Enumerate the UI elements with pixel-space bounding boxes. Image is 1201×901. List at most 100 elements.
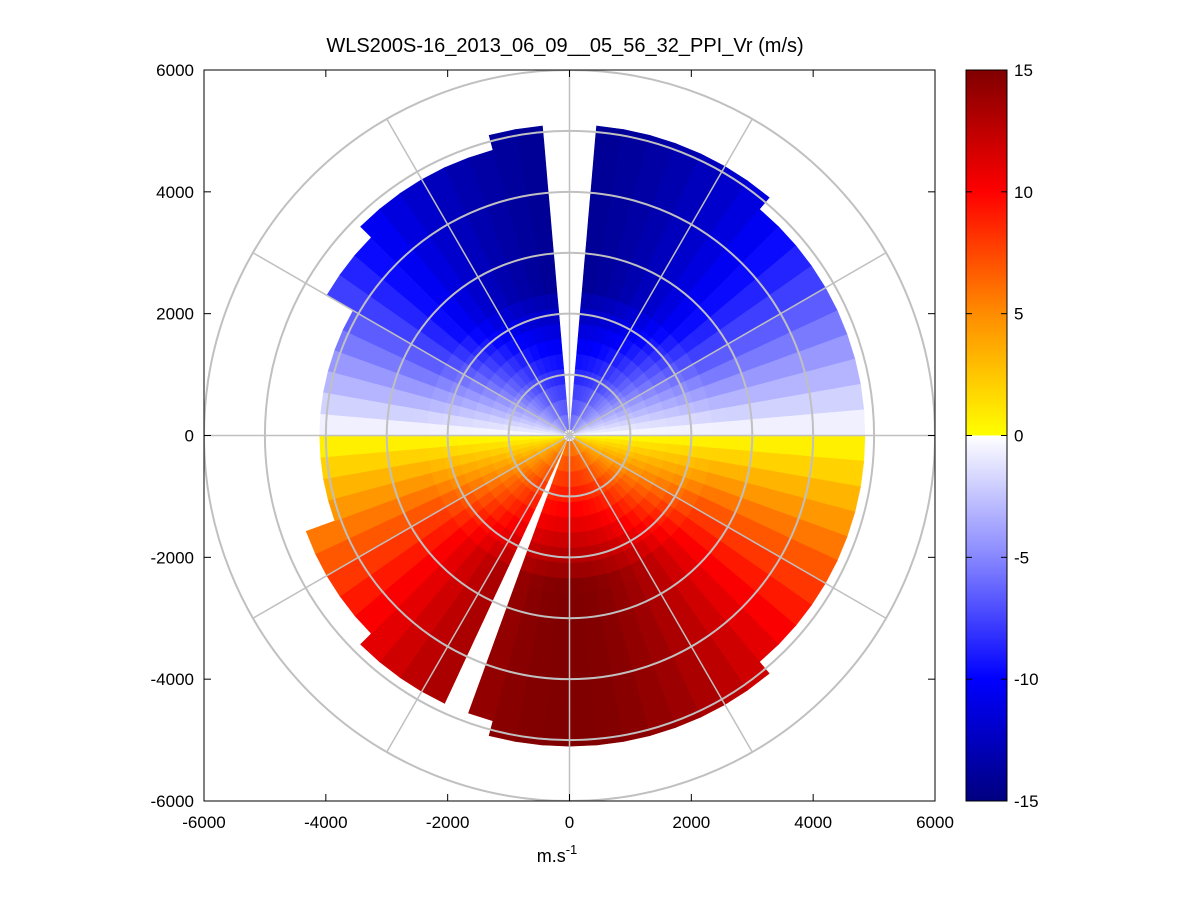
velocity-cell xyxy=(569,547,581,564)
velocity-cell xyxy=(488,720,519,742)
velocity-cell xyxy=(848,435,866,462)
velocity-cell xyxy=(539,262,557,280)
velocity-cell xyxy=(360,633,390,663)
velocity-cell xyxy=(365,417,382,436)
velocity-cell xyxy=(350,397,369,419)
velocity-cell xyxy=(559,532,570,549)
velocity-cell xyxy=(569,577,584,595)
x-tick-label: -4000 xyxy=(304,813,347,832)
y-axis: 6000 4000 2000 0 -2000 -4000 -6000 xyxy=(151,61,935,811)
velocity-cell xyxy=(772,416,790,436)
velocity-cell xyxy=(558,547,570,564)
velocity-cell xyxy=(569,623,588,640)
x-tick-label: -6000 xyxy=(182,813,225,832)
velocity-cell xyxy=(334,435,352,457)
y-tick-label: 4000 xyxy=(156,183,194,202)
velocity-cell xyxy=(365,435,382,454)
velocity-cell xyxy=(569,608,587,625)
velocity-cell xyxy=(349,416,367,436)
velocity-cell xyxy=(471,435,488,445)
velocity-cell xyxy=(833,435,851,461)
velocity-cell xyxy=(582,591,600,609)
velocity-cell xyxy=(531,216,553,235)
velocity-cell xyxy=(681,435,698,447)
azimuth-spoke xyxy=(386,118,571,436)
velocity-cell xyxy=(569,683,593,701)
velocity-cell xyxy=(569,517,579,534)
velocity-cell xyxy=(651,426,668,436)
velocity-cell xyxy=(542,729,570,747)
x-tick-label: 4000 xyxy=(794,813,832,832)
velocity-cell xyxy=(305,525,330,555)
velocity-cell xyxy=(848,409,866,436)
velocity-cell xyxy=(845,383,865,412)
velocity-cell xyxy=(696,422,714,436)
colorbar xyxy=(965,69,1008,802)
velocity-cell xyxy=(426,446,444,461)
velocity-cell xyxy=(569,486,576,503)
velocity-cell xyxy=(335,454,354,477)
polar-grid xyxy=(204,70,935,801)
velocity-cell xyxy=(785,454,804,477)
velocity-cell xyxy=(528,201,551,220)
velocity-cell xyxy=(755,451,774,472)
velocity-cell xyxy=(588,651,611,670)
velocity-cell xyxy=(380,418,397,436)
velocity-cell xyxy=(533,621,554,640)
y-tick-label: -2000 xyxy=(151,548,194,567)
velocity-cell xyxy=(742,418,759,436)
velocity-cell xyxy=(515,125,545,145)
velocity-cell xyxy=(551,623,570,640)
x-tick-label: 6000 xyxy=(916,813,954,832)
velocity-cell xyxy=(486,435,504,444)
velocity-cell xyxy=(787,414,805,436)
velocity-cell xyxy=(711,421,729,436)
velocity-cell xyxy=(588,201,611,220)
y-tick-label: 2000 xyxy=(156,305,194,324)
velocity-cell xyxy=(425,435,443,449)
velocity-cell xyxy=(468,698,498,722)
velocity-cell xyxy=(550,638,570,656)
velocity-cell xyxy=(755,399,774,420)
velocity-cell xyxy=(552,608,570,625)
azimuth-spoke xyxy=(386,435,571,753)
velocity-cell xyxy=(569,653,591,671)
velocity-cell xyxy=(541,277,558,295)
y-tick-label: -6000 xyxy=(151,792,194,811)
velocity-cell xyxy=(365,451,384,472)
velocity-cell xyxy=(335,394,354,417)
velocity-cell xyxy=(770,452,789,474)
velocity-cell xyxy=(441,435,458,447)
x-tick-label: 2000 xyxy=(672,813,710,832)
azimuth-spoke xyxy=(568,435,753,753)
velocity-cell xyxy=(620,429,637,436)
velocity-cell xyxy=(711,435,729,450)
velocity-cell xyxy=(569,714,596,732)
colorbar-tick-label: -15 xyxy=(1014,792,1039,811)
velocity-cell xyxy=(696,435,714,449)
velocity-cell xyxy=(554,592,570,610)
velocity-cell xyxy=(845,459,865,488)
velocity-cell xyxy=(531,636,553,655)
velocity-cell xyxy=(726,420,744,436)
velocity-cell xyxy=(586,216,608,235)
velocity-cell xyxy=(544,292,559,310)
velocity-cell xyxy=(396,448,414,466)
velocity-cell xyxy=(802,413,820,436)
velocity-cell xyxy=(555,577,570,595)
velocity-cell xyxy=(425,422,443,436)
velocity-cell xyxy=(528,651,551,670)
velocity-cell xyxy=(580,561,595,579)
azimuth-spoke xyxy=(252,252,570,437)
velocity-cell xyxy=(817,435,835,459)
velocity-cell xyxy=(334,414,352,436)
velocity-cell xyxy=(757,417,774,436)
velocity-cell xyxy=(757,435,774,454)
velocity-cell xyxy=(547,668,570,686)
velocity-cell xyxy=(770,397,789,419)
velocity-cell xyxy=(544,699,570,717)
velocity-cell xyxy=(681,424,698,436)
velocity-cell xyxy=(319,413,337,436)
velocity-cell xyxy=(411,447,429,464)
